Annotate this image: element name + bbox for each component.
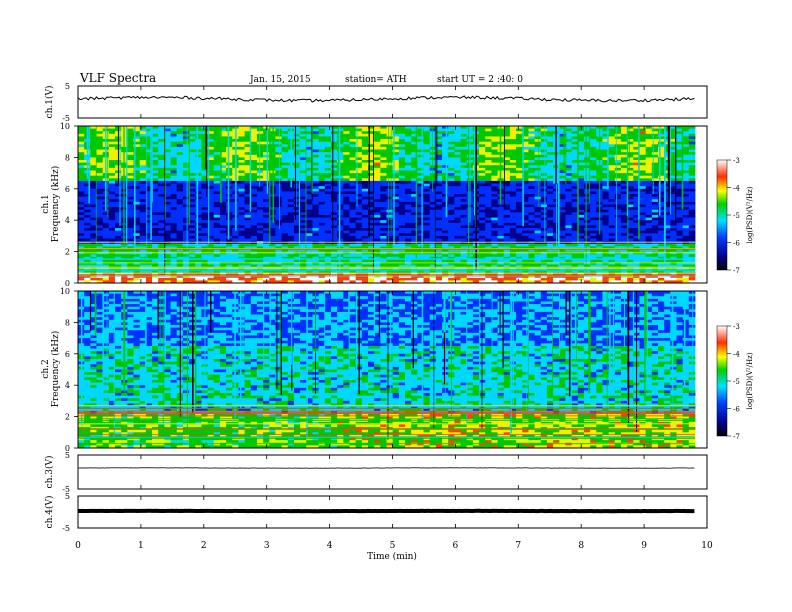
x-tick-label: 9 [641, 541, 647, 551]
y-tick-label: 2 [65, 413, 70, 422]
station-label: station= ATH [345, 75, 407, 85]
start-ut-label: start UT = 2 :40: 0 [437, 75, 523, 85]
y-tick-label: 5 [65, 492, 70, 501]
x-tick-label: 7 [515, 541, 521, 551]
ch4-waveform-ylabel: ch.4(V) [44, 496, 55, 529]
x-tick-label: 0 [75, 541, 81, 551]
ch1-spectrogram-ylabel-line2: ch.1 [41, 194, 51, 213]
colorbar-tick-label: -4 [733, 185, 740, 193]
colorbar-tick-label: -6 [733, 406, 740, 414]
ch3-waveform-ylabel: ch.3(V) [44, 456, 55, 489]
y-tick-label: 4 [65, 216, 70, 225]
ch1-spectrogram-ylabel-line1: Frequency (kHz) [50, 166, 61, 243]
x-tick-label: 2 [201, 541, 207, 551]
y-tick-label: 5 [65, 82, 70, 91]
y-tick-label: 0 [65, 279, 70, 288]
colorbar-tick-label: -7 [733, 433, 740, 441]
colorbar-tick-label: -6 [733, 240, 740, 248]
ch2-colorbar-label: log(PSD)(V²/Hz) [746, 352, 754, 409]
x-axis-title: Time (min) [367, 551, 417, 562]
colorbar-tick-label: -7 [733, 267, 740, 275]
ch1-waveform-ylabel: ch.1(V) [44, 86, 55, 119]
ch2-spectrogram-ylabel-line2: ch.2 [41, 359, 51, 378]
y-tick-label: 8 [65, 318, 70, 327]
y-tick-label: 8 [65, 153, 70, 162]
ch1-spectrogram-ylabel: Frequency (kHz) ch.1 [41, 166, 61, 243]
ch2-spectrogram-image [78, 291, 696, 449]
x-tick-label: 1 [138, 541, 144, 551]
y-tick-label: 6 [65, 185, 70, 194]
y-tick-label: 5 [65, 451, 70, 460]
x-tick-label: 6 [453, 541, 459, 551]
ch3-waveform-trace [78, 467, 695, 469]
colorbar-tick-label: -3 [733, 157, 740, 165]
y-tick-label: 6 [65, 350, 70, 359]
y-tick-label: -5 [62, 524, 70, 533]
colorbar-tick-label: -5 [733, 378, 740, 386]
figure-title: VLF Spectra [79, 71, 156, 85]
ch2-colorbar [716, 325, 728, 437]
ch2-spectrogram-ylabel-line1: Frequency (kHz) [50, 331, 61, 408]
x-tick-label: 8 [578, 541, 584, 551]
panel-ch1-waveform-frame [77, 85, 708, 119]
ch1-colorbar [716, 159, 728, 271]
colorbar-tick-label: -3 [733, 323, 740, 331]
y-tick-label: -5 [62, 485, 70, 494]
y-tick-label: -5 [62, 114, 70, 123]
y-tick-label: 2 [65, 248, 70, 257]
ch1-spectrogram-image [78, 126, 696, 284]
date-label: Jan. 15, 2015 [249, 75, 311, 85]
y-tick-label: 0 [65, 444, 70, 453]
y-tick-label: 4 [65, 381, 70, 390]
colorbar-tick-label: -5 [733, 212, 740, 220]
x-tick-label: 4 [327, 541, 333, 551]
y-tick-label: 10 [60, 287, 70, 296]
x-tick-label: 3 [264, 541, 270, 551]
ch1-colorbar-label: log(PSD)(V²/Hz) [746, 186, 754, 243]
colorbar-tick-label: -4 [733, 351, 740, 359]
ch2-spectrogram-ylabel: Frequency (kHz) ch.2 [41, 331, 61, 408]
colorbar-ticks: -3 -4 -5 -6 -7 -3 -4 -5 -6 -7 [727, 157, 740, 441]
x-tick-label: 10 [701, 541, 713, 551]
panel-ch3-waveform-frame [77, 454, 708, 490]
ch1-waveform-trace [77, 95, 695, 103]
y-tick-label: 10 [60, 122, 70, 131]
x-tick-label: 5 [390, 541, 396, 551]
